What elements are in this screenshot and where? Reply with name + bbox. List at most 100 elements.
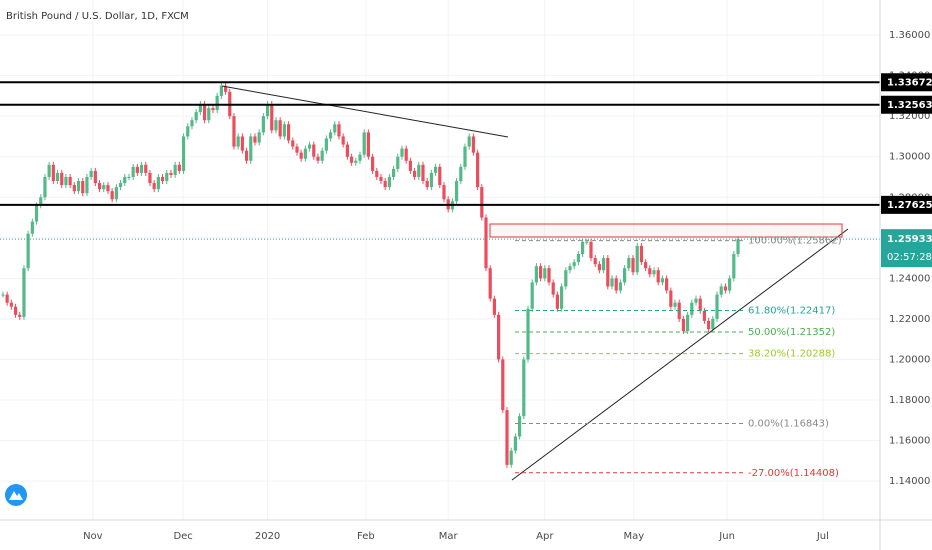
candle (354, 160, 358, 163)
axes: 1.14000 1.16000 1.18000 1.20000 1.22000 1.240… (83, 30, 932, 542)
candle (547, 268, 551, 283)
level-label: 1.33672 (887, 77, 932, 88)
candle (93, 170, 97, 184)
candle (589, 241, 593, 259)
plot (1, 82, 740, 468)
level-label-box (881, 195, 932, 214)
level-label-box (881, 95, 932, 114)
candle (417, 164, 421, 177)
candle (34, 205, 39, 222)
candle (539, 266, 543, 279)
candle (627, 258, 631, 269)
candle (383, 181, 387, 188)
candle (593, 258, 597, 265)
candle (76, 181, 81, 192)
candle (341, 136, 345, 145)
candle (555, 294, 560, 309)
candle (459, 166, 463, 182)
candle (379, 176, 383, 182)
candle (560, 286, 564, 309)
candle (576, 254, 581, 263)
candle (454, 181, 459, 202)
candle (303, 148, 307, 159)
candle (496, 314, 501, 360)
candle (728, 278, 732, 291)
candle (328, 132, 333, 139)
candle (723, 286, 728, 291)
candle (232, 116, 236, 147)
candle (694, 298, 698, 303)
candle (715, 294, 719, 319)
grid (0, 0, 880, 520)
candle (13, 306, 18, 315)
candle (312, 144, 316, 157)
candle (114, 187, 118, 200)
candle (169, 172, 173, 175)
candle (253, 136, 257, 143)
candle (39, 197, 43, 206)
candle (526, 308, 530, 360)
candle (5, 294, 9, 303)
candle (610, 278, 614, 287)
chart-title: British Pound / U.S. Dollar, 1D, FXCM (6, 11, 189, 22)
candle (274, 120, 278, 131)
candle (131, 166, 135, 177)
level-label: 1.27625 (887, 200, 932, 211)
candle (316, 156, 320, 161)
candle (1, 294, 5, 296)
candle (732, 254, 736, 279)
candle (681, 318, 686, 332)
candle (475, 152, 480, 188)
candle (202, 104, 207, 121)
candle (261, 116, 265, 133)
candle (236, 136, 240, 147)
candle (631, 258, 635, 273)
candle (509, 450, 513, 465)
candle (139, 164, 144, 173)
candle (9, 302, 13, 307)
candle (707, 320, 711, 330)
y-tick-label: 1.24000 (889, 273, 930, 284)
candle (190, 120, 194, 127)
fib-label: 100.00%(1.25862) (748, 236, 842, 247)
candle (517, 416, 522, 437)
candle (404, 148, 408, 161)
candle (295, 146, 299, 153)
candle (81, 181, 85, 194)
candle (522, 359, 526, 417)
candle (623, 268, 627, 283)
logo[interactable] (5, 484, 27, 506)
candle (97, 183, 102, 190)
candle (442, 185, 446, 200)
candle (656, 270, 660, 283)
candle (396, 156, 400, 169)
candle (618, 282, 623, 291)
candle (265, 104, 270, 117)
candle (102, 185, 106, 190)
candle (198, 104, 202, 113)
candle (165, 172, 169, 182)
candle (26, 233, 30, 269)
candle (421, 164, 425, 182)
last-price-label: 1.25933 (887, 234, 932, 245)
candle (660, 278, 665, 283)
candle (391, 168, 396, 177)
candle (55, 172, 60, 182)
last-price-box (881, 229, 932, 268)
candle (644, 262, 648, 269)
candle (333, 124, 337, 133)
candle (211, 108, 215, 111)
candle (665, 278, 669, 291)
candle (513, 436, 517, 451)
candle (505, 410, 509, 465)
candle (534, 266, 539, 283)
candle (307, 144, 312, 149)
candle (568, 266, 572, 271)
candle (135, 166, 139, 173)
candle (106, 185, 110, 192)
candle (375, 170, 379, 177)
fib-label: 50.00%(1.21352) (748, 327, 835, 338)
candle (337, 124, 341, 137)
candle (370, 156, 375, 171)
level-label: 1.32563 (887, 100, 932, 111)
